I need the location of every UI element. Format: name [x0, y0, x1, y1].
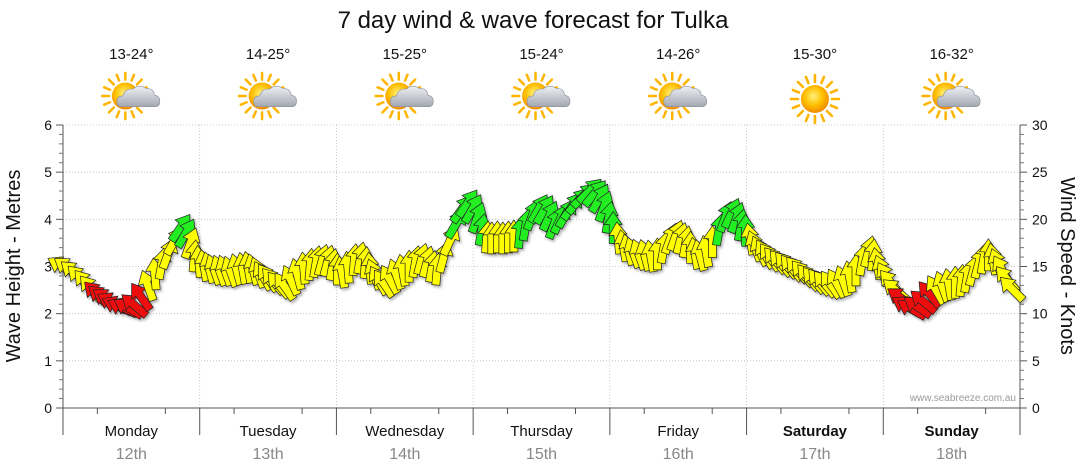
- day-temperature-range: 15-25°: [383, 46, 427, 63]
- wind-arrows: [47, 178, 1027, 321]
- day-name-label: Tuesday: [240, 423, 297, 440]
- left-tick-label: 3: [44, 259, 52, 275]
- day-name-label: Friday: [657, 423, 699, 440]
- day-temperature-range: 15-24°: [519, 46, 563, 63]
- right-axis-title: Wind Speed - Knots: [1056, 177, 1078, 355]
- day-date-label: 17th: [799, 446, 830, 463]
- day-date-label: 13th: [253, 446, 284, 463]
- day-temperature-range: 14-26°: [656, 46, 700, 63]
- right-tick-label: 15: [1032, 259, 1048, 275]
- day-temperature-range: 14-25°: [246, 46, 290, 63]
- daily-forecast-row: 13-24° 14-25° 15-25° 15-24° 14-26° 15-30° 16-3…: [100, 46, 981, 125]
- sun-icon: [789, 73, 841, 125]
- day-name-label: Saturday: [783, 423, 848, 440]
- day-date-label: 12th: [116, 446, 147, 463]
- day-temperature-range: 16-32°: [929, 46, 973, 63]
- day-date-label: 16th: [663, 446, 694, 463]
- left-tick-label: 1: [44, 353, 52, 369]
- watermark: www.seabreeze.com.au: [909, 393, 1016, 404]
- right-tick-label: 0: [1032, 400, 1040, 416]
- day-name-label: Sunday: [925, 423, 980, 440]
- right-tick-label: 30: [1032, 117, 1048, 133]
- left-tick-label: 4: [44, 211, 52, 227]
- left-tick-label: 5: [44, 164, 52, 180]
- right-tick-label: 5: [1032, 353, 1040, 369]
- plot-area: 0 1 2 3 4 5 6 0 5 10 15 20 25 30 www.seabreeze.com.a…: [44, 117, 1048, 416]
- chart-title: 7 day wind & wave forecast for Tulka: [338, 7, 730, 34]
- day-date-label: 15th: [526, 446, 557, 463]
- x-axis-days: Monday 12th Tuesday 13th Wednesday 14th Thursd…: [62, 407, 1021, 463]
- day-name-label: Wednesday: [365, 423, 444, 440]
- right-tick-label: 10: [1032, 306, 1048, 322]
- wind-arrow: [1000, 276, 1027, 304]
- right-tick-label: 25: [1032, 164, 1048, 180]
- day-temperature-range: 15-30°: [793, 46, 837, 63]
- day-date-label: 14th: [389, 446, 420, 463]
- left-tick-label: 2: [44, 306, 52, 322]
- day-temperature-range: 13-24°: [109, 46, 153, 63]
- day-date-label: 18th: [936, 446, 967, 463]
- day-name-label: Monday: [105, 423, 159, 440]
- day-name-label: Thursday: [510, 423, 573, 440]
- right-axis: 0 5 10 15 20 25 30: [1019, 117, 1048, 416]
- wind-arrow: [603, 211, 623, 244]
- left-axis: 0 1 2 3 4 5 6: [44, 117, 64, 416]
- left-tick-label: 6: [44, 117, 52, 133]
- right-tick-label: 20: [1032, 211, 1048, 227]
- left-axis-title: Wave Height - Metres: [3, 170, 25, 363]
- left-tick-label: 0: [44, 400, 52, 416]
